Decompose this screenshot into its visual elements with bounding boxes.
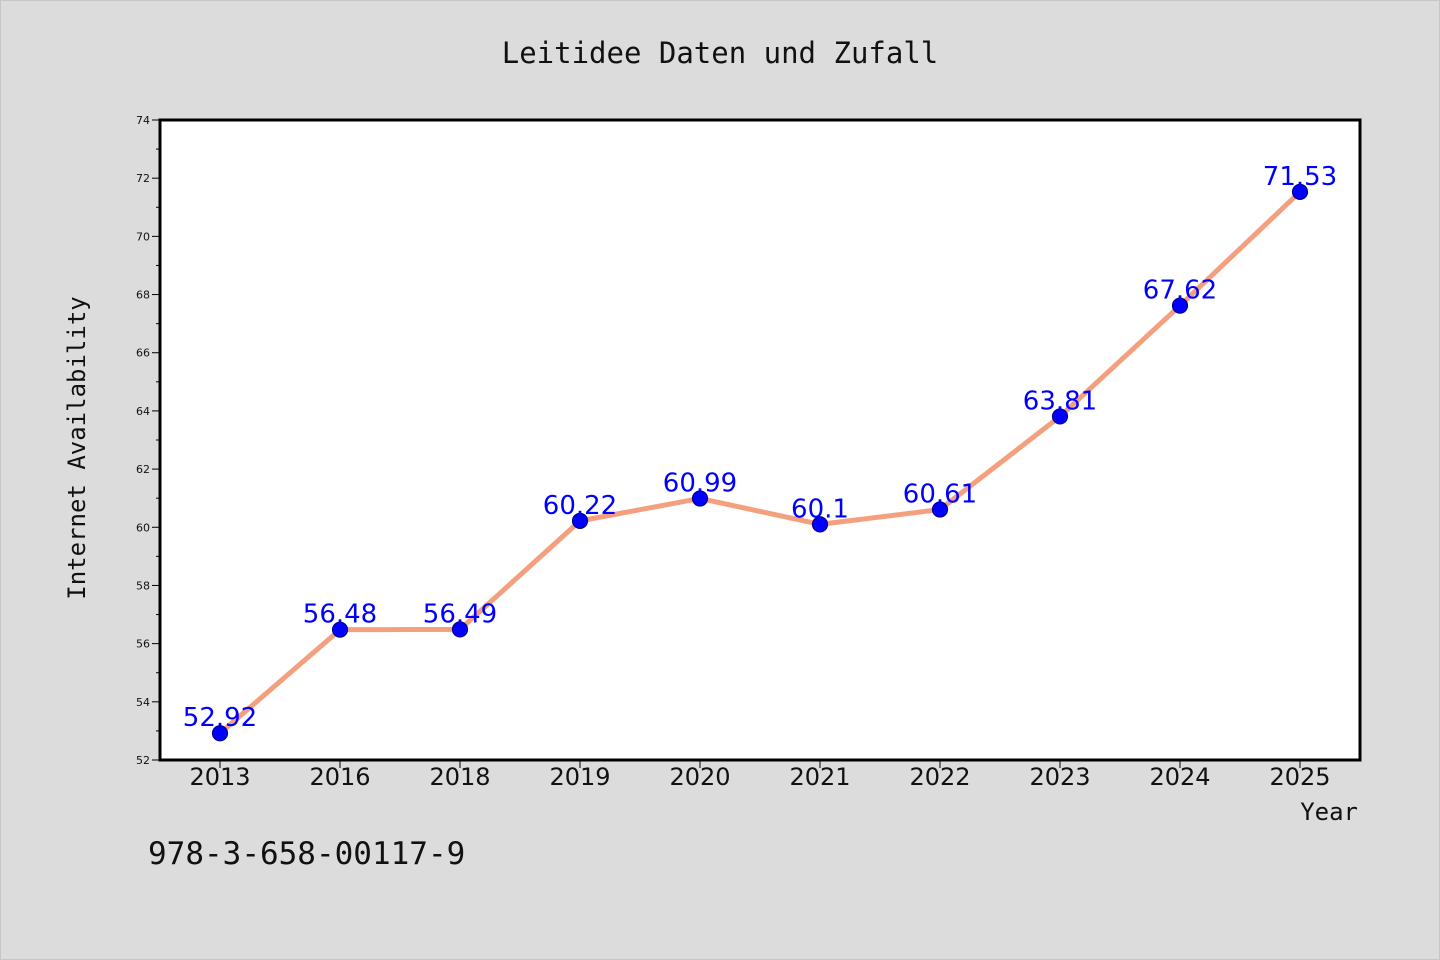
series-layer xyxy=(211,183,1309,742)
x-axis-label: Year xyxy=(1300,798,1358,826)
x-tick-label: 2016 xyxy=(309,763,370,791)
data-point xyxy=(451,621,469,638)
x-tick-label: 2025 xyxy=(1269,763,1330,791)
x-tick-label: 2023 xyxy=(1029,763,1090,791)
y-tick-label: 72 xyxy=(136,172,150,185)
y-tick-label: 68 xyxy=(136,289,150,302)
data-point xyxy=(691,490,709,507)
x-tick-label: 2020 xyxy=(669,763,730,791)
y-tick-label: 54 xyxy=(136,696,150,709)
chart-title: Leitidee Daten und Zufall xyxy=(502,36,939,70)
data-label: 56.49 xyxy=(423,599,497,629)
data-point xyxy=(211,725,229,742)
y-tick-label: 62 xyxy=(136,463,150,476)
data-labels: 52.92 56.48 56.49 60.22 60.99 60.1 60.61 63.81 6… xyxy=(183,162,1337,733)
isbn-code: 978-3-658-00117-9 xyxy=(148,836,465,872)
x-tick-label: 2021 xyxy=(789,763,850,791)
data-point xyxy=(331,621,349,638)
x-tick-label: 2019 xyxy=(549,763,610,791)
plot-area xyxy=(160,120,1360,760)
data-label: 52.92 xyxy=(183,703,257,733)
plot-frame xyxy=(158,118,1362,762)
y-tick-label: 56 xyxy=(136,638,150,651)
x-tick-label: 2024 xyxy=(1149,763,1210,791)
y-axis-label: Internet Availability xyxy=(63,296,91,599)
data-point xyxy=(931,501,949,518)
x-tick-label: 2022 xyxy=(909,763,970,791)
y-tick-label: 60 xyxy=(136,521,150,534)
data-label: 71.53 xyxy=(1263,162,1337,192)
data-label: 63.81 xyxy=(1023,386,1097,416)
data-point xyxy=(1051,408,1069,425)
x-tick-label: 2018 xyxy=(429,763,490,791)
y-tick-label: 70 xyxy=(136,230,150,243)
data-label: 60.22 xyxy=(543,491,617,521)
data-point xyxy=(571,512,589,529)
x-tick-label: 2013 xyxy=(189,763,250,791)
y-tick-label: 66 xyxy=(136,347,150,360)
data-point xyxy=(1291,183,1309,200)
data-label: 60.1 xyxy=(791,494,849,524)
series-line xyxy=(217,189,1303,736)
data-point xyxy=(1171,297,1189,314)
data-label: 60.61 xyxy=(903,480,977,510)
y-tick-label: 74 xyxy=(136,114,150,127)
data-point xyxy=(811,516,829,533)
y-tick-label: 64 xyxy=(136,405,150,418)
y-tick-label: 58 xyxy=(136,579,150,592)
data-label: 60.99 xyxy=(663,468,737,498)
y-tick-label: 52 xyxy=(136,754,150,767)
data-label: 67.62 xyxy=(1143,276,1217,306)
data-label: 56.48 xyxy=(303,600,377,630)
axes: 52 54 56 58 60 62 64 66 68 70 72 74 2013 2016 2018 2019… xyxy=(136,114,1331,791)
